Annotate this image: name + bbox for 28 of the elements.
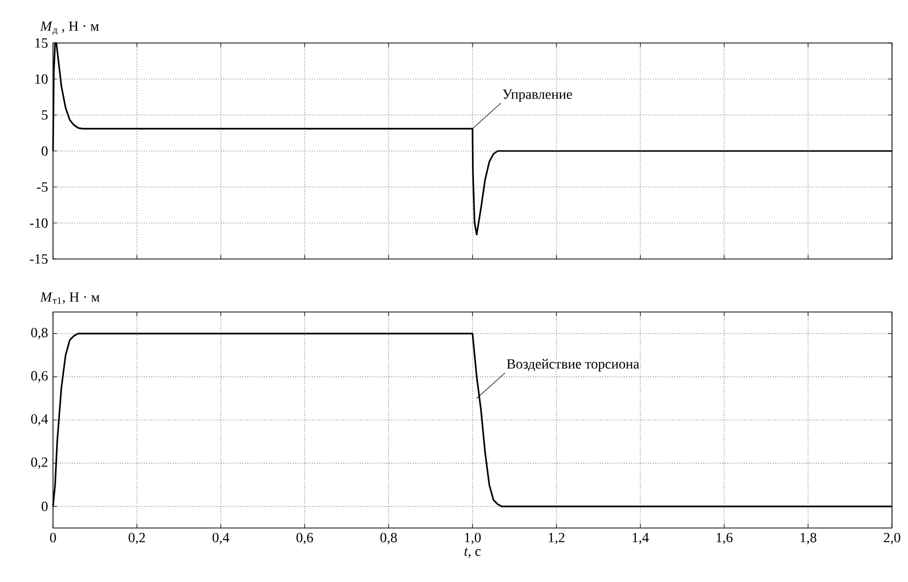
annotation: Управление [502,90,572,102]
y-tick-label: 0 [42,502,48,512]
x-tick-label: 0,2 [128,532,145,544]
y-tick-label: -10 [30,218,48,228]
y-tick-label: 0,2 [31,457,48,469]
x-tick-label: 1,2 [548,532,564,544]
x-tick-label: 1,4 [632,532,649,544]
y-tick-label: -5 [36,182,48,192]
y-tick-label: 0,6 [31,371,48,383]
y-axis-title: M$_{д}$ , Н · м [40,22,99,35]
y-tick-label: 5 [42,110,48,120]
x-tick-label: 0,6 [296,532,314,544]
x-axis-title: t, с [464,548,481,558]
x-tick-label: 0 [50,532,56,542]
x-tick-label: 1,6 [716,532,733,544]
y-tick-label: 0 [42,146,48,156]
x-tick-label: 2,0 [884,532,900,544]
x-tick-label: 0,4 [212,532,230,544]
x-tick-label: 1,0 [464,532,481,544]
y-axis-title: M$_{т1}$, Н · м [40,292,100,304]
y-tick-label: 0,4 [31,414,48,426]
y-tick-label: 0,8 [31,328,48,340]
annotation: Воздействие торсиона [506,358,640,372]
x-tick-label: 1,8 [800,532,816,544]
x-tick-label: 0,8 [380,532,397,544]
y-tick-label: -15 [30,254,48,264]
y-tick-label: 15 [35,38,48,48]
y-tick-label: 10 [35,74,48,84]
